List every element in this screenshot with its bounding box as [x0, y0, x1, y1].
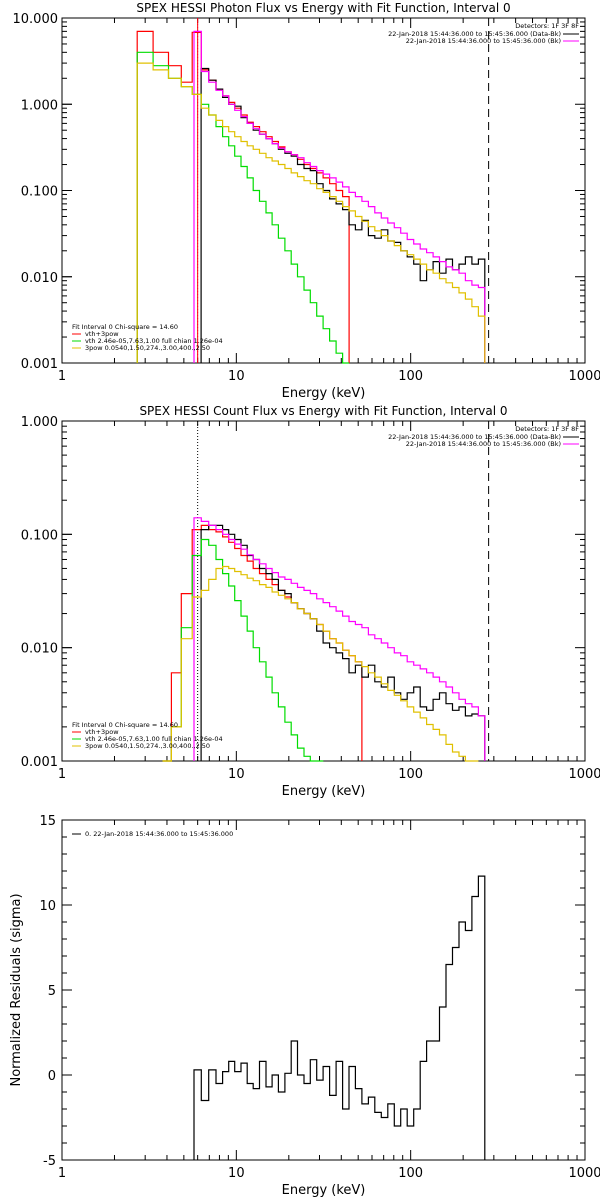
series-line-2: [193, 30, 486, 363]
legend-entry: 22-Jan-2018 15:44:36.000 to 15:45:36.000…: [388, 30, 561, 38]
chart-title: SPEX HESSI Photon Flux vs Energy with Fi…: [136, 1, 510, 15]
x-tick-label: 10: [228, 1166, 245, 1181]
legend-detectors: Detectors: 1F 3F 8F: [515, 22, 579, 30]
legend-detectors: Detectors: 1F 3F 8F: [515, 425, 579, 433]
legend-entry: 0. 22-Jan-2018 15:44:36.000 to 15:45:36.…: [85, 830, 233, 838]
x-tick-label: 100: [398, 369, 423, 384]
y-tick-label: 0.100: [21, 528, 58, 543]
y-tick-label: 0.001: [21, 357, 58, 372]
x-tick-label: 100: [398, 1166, 423, 1181]
series-line-4: [136, 62, 486, 363]
x-tick-label: 1000: [568, 1166, 600, 1181]
series-line-0: [136, 30, 350, 363]
legend-entry: 22-Jan-2018 15:44:36.000 to 15:45:36.000…: [406, 37, 561, 45]
legend-entry: vth 2.46e-05,7.63,1.00 full chian 1.26e-…: [85, 735, 223, 743]
x-tick-label: 1: [58, 369, 66, 384]
y-tick-label: 0.100: [21, 185, 58, 200]
legend-entry: vth+3pow: [85, 728, 119, 736]
x-axis-label: Energy (keV): [282, 1183, 366, 1198]
series-line-3: [136, 51, 350, 364]
series-line-4: [162, 565, 479, 762]
legend-fit-header: Fit Interval 0 Chi-square = 14.60: [72, 323, 178, 331]
y-tick-label: 1.000: [21, 415, 58, 430]
series-line-1: [200, 67, 486, 363]
series-line-0: [193, 875, 486, 1160]
series-line-2: [193, 517, 486, 761]
y-tick-label: 0.001: [21, 755, 58, 770]
y-tick-label: 15: [39, 814, 56, 829]
x-axis-label: Energy (keV): [282, 386, 366, 401]
legend-entry: vth+3pow: [85, 330, 119, 338]
x-tick-label: 1: [58, 1166, 66, 1181]
y-tick-label: 10: [39, 899, 56, 914]
legend-entry: 3pow 0.0540,1.50,274.,3.00,400.,2.50: [85, 742, 210, 750]
legend-entry: 22-Jan-2018 15:44:36.000 to 15:45:36.000…: [406, 440, 561, 448]
x-tick-label: 1000: [568, 767, 600, 782]
x-tick-label: 10: [228, 767, 245, 782]
x-tick-label: 100: [398, 767, 423, 782]
plot-frame: [61, 819, 586, 1161]
legend-entry: 22-Jan-2018 15:44:36.000 to 15:45:36.000…: [388, 433, 561, 441]
x-axis-label: Energy (keV): [282, 784, 366, 799]
y-axis-label: Normalized Residuals (sigma): [9, 893, 24, 1086]
y-tick-label: 0.010: [21, 271, 58, 286]
y-tick-label: 0.010: [21, 642, 58, 657]
x-tick-label: 1: [58, 767, 66, 782]
plot-frame: [61, 420, 586, 762]
y-tick-label: 10.000: [13, 12, 59, 27]
legend-entry: 3pow 0.0540,1.50,274.,3.00,400.,2.50: [85, 344, 210, 352]
y-tick-label: 1.000: [21, 98, 58, 113]
legend-fit-header: Fit Interval 0 Chi-square = 14.60: [72, 721, 178, 729]
y-tick-label: -5: [43, 1154, 56, 1169]
series-line-1: [200, 524, 486, 761]
x-tick-label: 1000: [568, 369, 600, 384]
legend-entry: vth 2.46e-05,7.63,1.00 full chian 1.26e-…: [85, 337, 223, 345]
y-tick-label: 0: [48, 1069, 56, 1084]
chart-title: SPEX HESSI Count Flux vs Energy with Fit…: [139, 404, 507, 418]
series-line-3: [162, 538, 324, 762]
x-tick-label: 10: [228, 369, 245, 384]
y-tick-label: 5: [48, 984, 56, 999]
